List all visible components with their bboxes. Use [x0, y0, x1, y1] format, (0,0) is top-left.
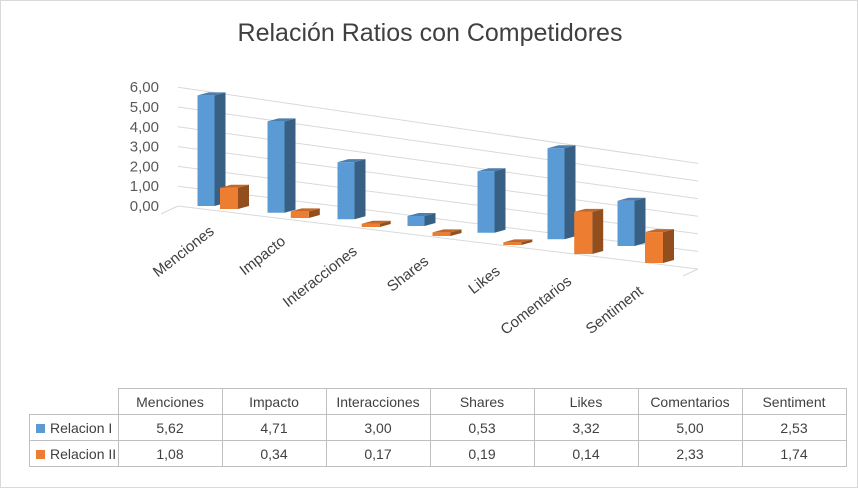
series-legend-cell: Relacion II: [29, 440, 119, 467]
bar-relacion-ii: [574, 208, 604, 254]
bar-relacion-i: [407, 213, 436, 226]
y-tick-label: 6,00: [130, 79, 159, 96]
data-table-column-header: Sentiment: [741, 388, 847, 415]
data-table-cell: 2,33: [637, 440, 743, 467]
data-table-column-header: Interacciones: [325, 388, 431, 415]
x-tick-label: Shares: [384, 253, 432, 296]
data-table-cell: 1,74: [741, 440, 847, 467]
data-table-cell: 2,53: [741, 414, 847, 441]
data-table-cell: 1,08: [117, 440, 223, 467]
floor-edge: [682, 268, 699, 277]
data-table-column-header: Shares: [429, 388, 535, 415]
bar-relacion-i: [337, 159, 366, 220]
floor-edge: [160, 205, 179, 215]
y-tick-label: 5,00: [130, 99, 159, 116]
y-tick-label: 3,00: [130, 139, 159, 156]
gridline: [177, 106, 699, 182]
y-tick-label: 2,00: [130, 158, 159, 175]
data-table-cell: 5,00: [637, 414, 743, 441]
bar-relacion-i: [547, 145, 576, 240]
chart-plot-area: 0,00 1,00 2,00 3,00 4,00 5,00 6,00 Menciones Imp…: [130, 79, 699, 339]
data-table-column-header: Likes: [533, 388, 639, 415]
data-table-cell: 3,00: [325, 414, 431, 441]
legend-swatch: [36, 424, 45, 434]
data-table: Menciones Impacto Interacciones Shares Likes…: [29, 388, 847, 467]
x-tick-label: Comentarios: [497, 273, 574, 339]
data-table-row: Relacion II 1,08 0,34 0,17 0,19 0,14 2,33 1,74: [29, 440, 847, 467]
data-table-column-header: Menciones: [117, 388, 223, 415]
gridline: [177, 146, 699, 217]
x-tick-label: Interacciones: [280, 243, 361, 311]
y-tick-label: 4,00: [130, 119, 159, 136]
gridline: [177, 165, 699, 235]
data-table-column-header: Impacto: [221, 388, 327, 415]
bar-relacion-i: [617, 197, 646, 246]
bar-relacion-ii: [645, 229, 674, 263]
legend-swatch: [36, 450, 45, 460]
gridline: [177, 126, 699, 200]
data-table-header-row: Menciones Impacto Interacciones Shares Likes…: [30, 388, 847, 415]
bar-relacion-i: [477, 168, 506, 233]
data-table-row: Relacion I 5,62 4,71 3,00 0,53 3,32 5,00 2,53: [29, 414, 847, 441]
y-tick-label: 0,00: [130, 198, 159, 215]
data-table-cell: 0,19: [429, 440, 535, 467]
bar-relacion-ii: [361, 220, 391, 227]
chart-title: Relación Ratios con Competidores: [237, 19, 623, 47]
data-table-cell: 0,17: [325, 440, 431, 467]
x-tick-label: Impacto: [236, 233, 289, 279]
bar-relacion-ii: [503, 239, 533, 245]
data-table-column-header: Comentarios: [637, 388, 743, 415]
x-tick-label: Likes: [465, 263, 503, 298]
x-tick-label: Sentiment: [583, 282, 647, 337]
data-table-cell: 0,53: [429, 414, 535, 441]
data-table-cell: 0,34: [221, 440, 327, 467]
data-table-cell: 5,62: [117, 414, 223, 441]
bar-relacion-ii: [220, 184, 249, 209]
y-tick-label: 1,00: [130, 178, 159, 195]
gridline: [177, 205, 699, 270]
data-table-cell: 0,14: [533, 440, 639, 467]
series-name: Relacion II: [50, 445, 117, 462]
x-tick-label: Menciones: [150, 223, 218, 281]
bar-relacion-ii: [290, 208, 320, 218]
bar-relacion-ii: [432, 229, 462, 236]
gridline: [177, 86, 699, 164]
data-table-cell: 3,32: [533, 414, 639, 441]
bar-relacion-i: [197, 92, 226, 206]
data-table-corner: [30, 389, 119, 415]
data-table-cell: 4,71: [221, 414, 327, 441]
series-legend-cell: Relacion I: [29, 414, 119, 441]
gridline: [177, 185, 699, 252]
bar-relacion-i: [267, 118, 296, 213]
series-name: Relacion I: [50, 419, 113, 436]
